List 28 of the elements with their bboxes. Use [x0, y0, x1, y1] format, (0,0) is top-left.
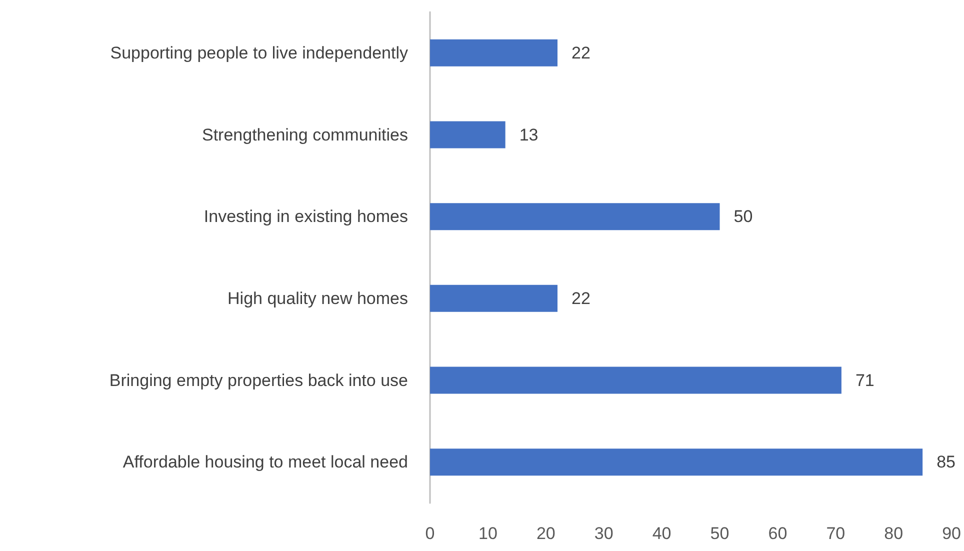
y-tick-label: Supporting people to live independently	[110, 43, 408, 62]
x-tick-label: 50	[710, 524, 730, 543]
data-label: 22	[571, 288, 590, 308]
x-tick-label: 30	[594, 524, 614, 543]
bar	[430, 39, 558, 66]
y-tick-label: Investing in existing homes	[204, 207, 408, 226]
y-tick-label: Bringing empty properties back into use	[109, 370, 408, 390]
bar	[430, 448, 923, 476]
bar	[430, 203, 720, 230]
bar	[430, 121, 506, 148]
x-tick-label: 40	[652, 524, 672, 543]
data-label: 85	[936, 452, 956, 472]
x-tick-label: 60	[768, 524, 788, 543]
data-label: 13	[519, 125, 538, 144]
data-label: 22	[571, 43, 590, 62]
y-tick-label: Strengthening communities	[202, 125, 408, 144]
x-tick-label: 20	[536, 524, 556, 543]
x-tick-label: 80	[884, 524, 904, 543]
x-tick-label: 70	[826, 524, 846, 543]
data-label: 50	[734, 207, 753, 226]
x-tick-label: 10	[478, 524, 498, 543]
x-tick-label: 90	[942, 524, 962, 543]
bar	[430, 284, 558, 312]
y-tick-label: Affordable housing to meet local need	[122, 452, 408, 472]
data-label: 71	[855, 370, 874, 390]
y-tick-label: High quality new homes	[228, 288, 408, 308]
bar	[430, 366, 842, 394]
x-tick-label: 0	[425, 524, 435, 543]
